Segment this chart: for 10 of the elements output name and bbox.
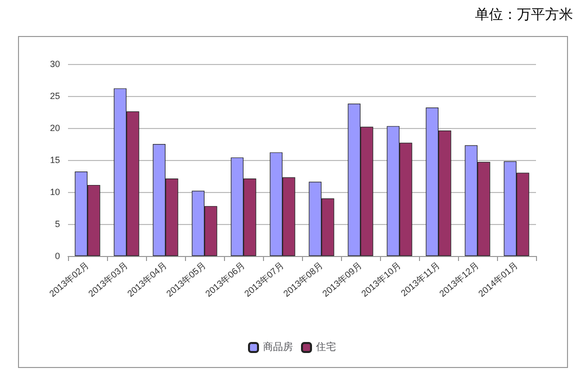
y-tick-label: 20 [50,123,60,133]
legend-label: 住宅 [316,341,336,353]
y-tick-label: 25 [50,91,60,101]
y-tick-label: 0 [54,251,60,261]
y-tick-label: 5 [54,219,60,229]
legend-label: 商品房 [263,341,293,353]
y-tick-label: 30 [50,59,60,69]
text: 单位：万平方米 [475,6,573,24]
y-tick-label: 15 [50,155,60,165]
y-tick-label: 10 [50,187,60,197]
